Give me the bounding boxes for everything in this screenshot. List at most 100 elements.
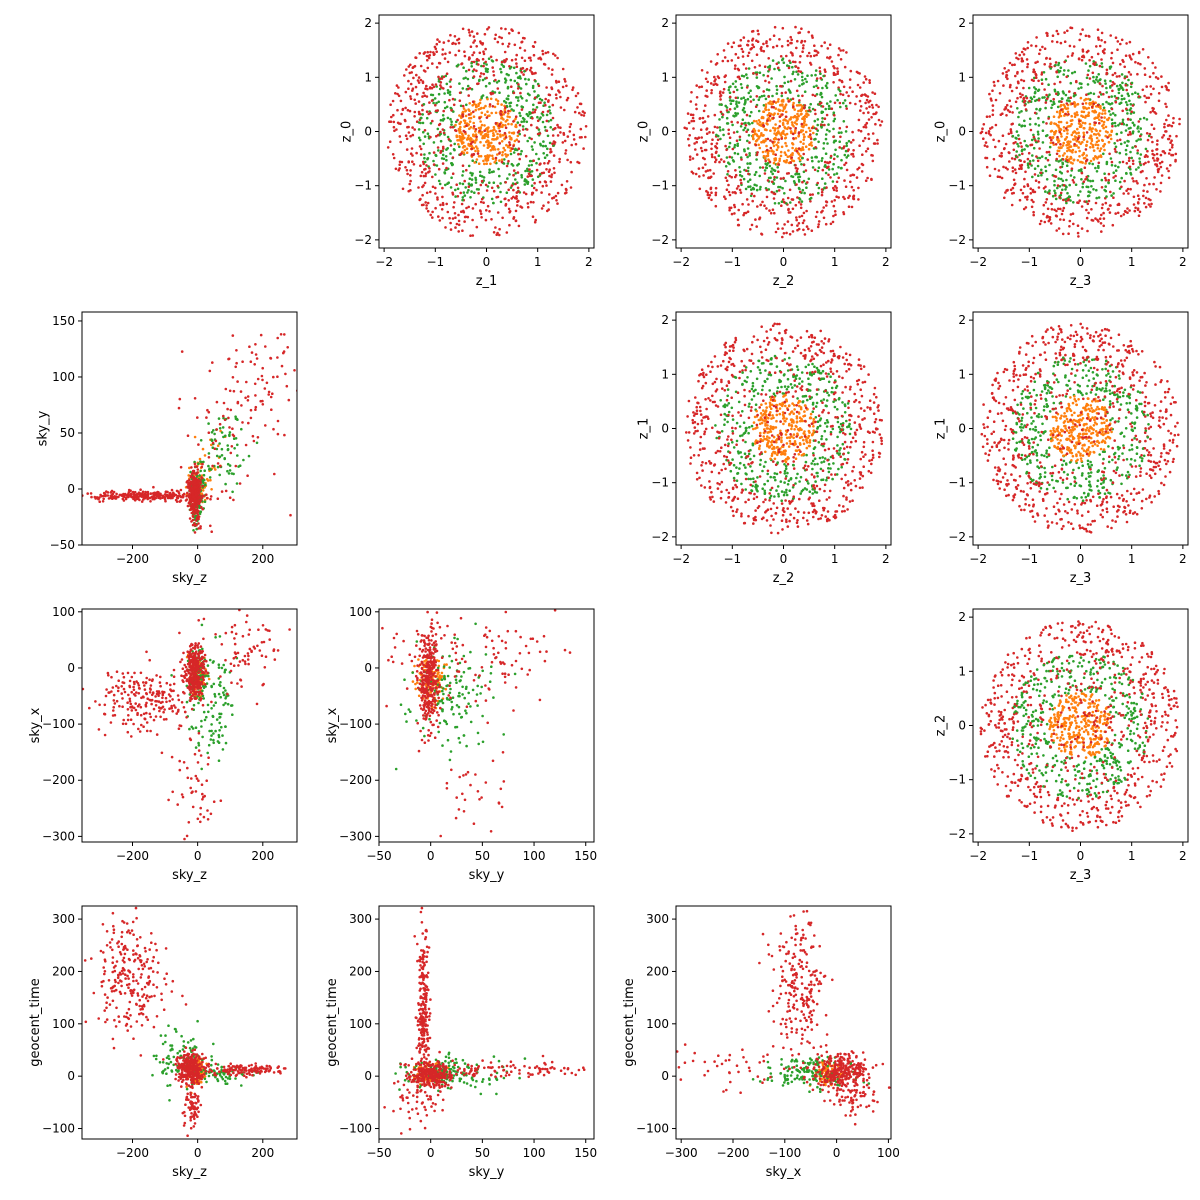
data-point (526, 167, 529, 171)
data-point (845, 107, 848, 110)
data-point (1090, 185, 1093, 188)
data-point (745, 73, 748, 76)
data-point (1018, 198, 1022, 202)
data-point (784, 153, 788, 156)
data-point (218, 427, 222, 430)
data-point (1071, 162, 1074, 165)
data-point (1126, 207, 1129, 210)
data-point (425, 207, 428, 210)
data-point (758, 188, 762, 191)
data-point (775, 133, 778, 137)
data-point (431, 62, 434, 65)
data-point (457, 219, 461, 223)
data-point (548, 105, 551, 109)
data-point (1101, 109, 1105, 112)
data-point (1011, 122, 1014, 126)
data-point (755, 188, 759, 192)
data-point (438, 219, 442, 222)
data-point (1120, 94, 1124, 98)
data-point (787, 172, 790, 175)
data-point (437, 215, 440, 218)
data-point (717, 76, 721, 80)
data-point (694, 136, 697, 140)
data-point (472, 35, 476, 38)
data-point (1065, 75, 1068, 79)
data-point (763, 204, 766, 207)
data-point (1026, 46, 1029, 50)
data-point (209, 478, 212, 482)
data-point (802, 138, 805, 142)
data-point (569, 186, 573, 189)
data-point (839, 92, 842, 96)
data-point (714, 186, 718, 190)
data-point (525, 67, 529, 71)
data-point (555, 199, 558, 202)
data-point (1118, 151, 1122, 155)
data-point (826, 47, 830, 50)
data-point (1128, 40, 1132, 44)
data-point (996, 79, 1000, 83)
data-point (564, 152, 567, 155)
data-point (1154, 76, 1158, 79)
data-point (552, 154, 556, 157)
data-point (1034, 76, 1038, 79)
data-point (456, 118, 459, 122)
data-point (763, 157, 767, 160)
data-point (870, 153, 873, 157)
data-point (214, 468, 217, 471)
data-point (1018, 167, 1021, 171)
data-point (1062, 218, 1066, 222)
data-point (767, 95, 770, 98)
data-point (793, 115, 797, 118)
data-point (726, 122, 730, 125)
data-point (1020, 110, 1023, 113)
data-point (479, 140, 482, 144)
data-point (1012, 178, 1016, 182)
data-point (1095, 75, 1099, 79)
data-point (429, 122, 433, 125)
data-point (1165, 86, 1168, 89)
data-point (1100, 230, 1103, 233)
data-point (1061, 144, 1065, 147)
data-point (1055, 152, 1059, 156)
data-point (717, 154, 721, 157)
data-point (723, 75, 726, 79)
data-point (1137, 95, 1141, 98)
data-point (1069, 199, 1072, 202)
data-point (863, 136, 867, 140)
data-point (496, 184, 500, 188)
data-point (418, 52, 422, 55)
data-point (757, 129, 761, 132)
data-point (474, 108, 478, 112)
data-point (485, 189, 489, 192)
data-point (1087, 211, 1090, 215)
data-point (780, 200, 784, 203)
data-point (528, 136, 531, 140)
data-point (492, 231, 496, 234)
data-point (1107, 178, 1110, 182)
data-point (1119, 142, 1123, 146)
data-point (1062, 126, 1066, 129)
data-point (831, 167, 834, 171)
data-point (1111, 73, 1115, 77)
data-point (525, 180, 529, 184)
data-point (784, 141, 787, 145)
data-point (714, 204, 718, 208)
data-point (773, 67, 776, 71)
data-point (706, 115, 710, 118)
data-point (1150, 123, 1154, 127)
data-point (835, 180, 839, 184)
data-point (1032, 210, 1035, 214)
y-tick-label: −2 (354, 233, 372, 247)
data-point (538, 56, 542, 60)
data-point (786, 122, 789, 125)
data-point (766, 113, 770, 117)
data-point (1078, 155, 1081, 158)
data-point (500, 36, 504, 40)
data-point (1043, 63, 1046, 66)
data-point (1167, 88, 1170, 92)
data-point (475, 45, 479, 48)
data-point (491, 154, 494, 158)
data-point (797, 178, 801, 182)
data-point (415, 73, 418, 77)
